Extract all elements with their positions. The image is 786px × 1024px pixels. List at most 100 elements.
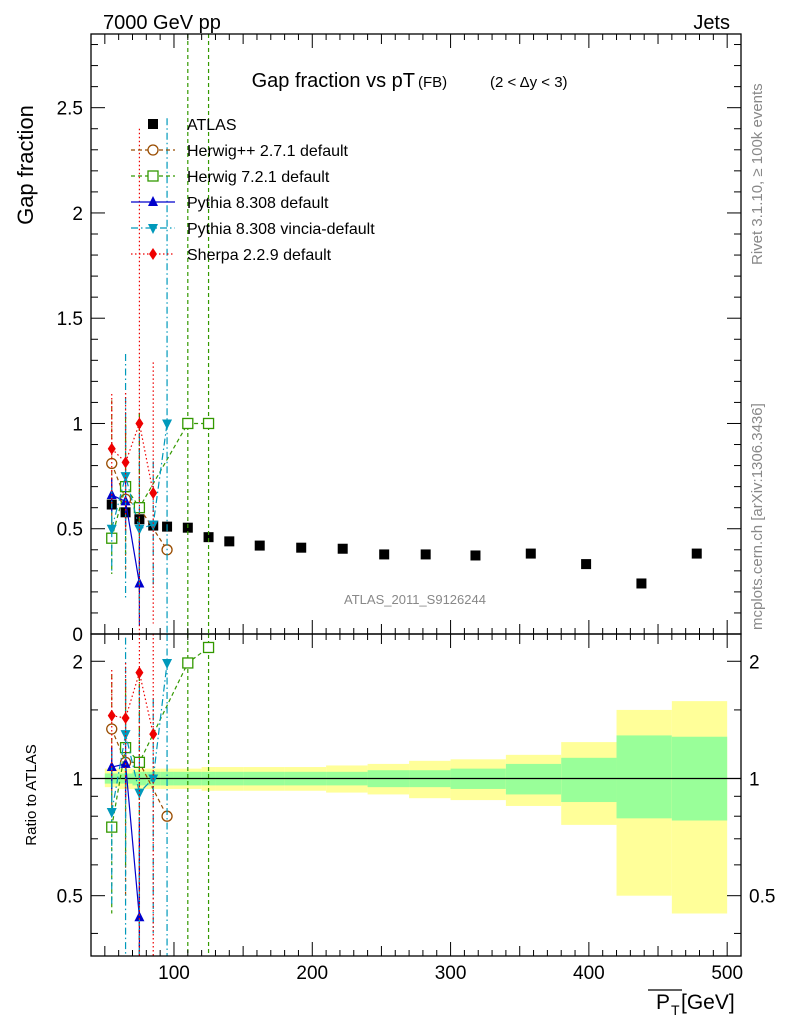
chart-title-main: Gap fraction vs pT [252,70,415,92]
data-point-main-2 [202,417,215,430]
legend-marker [147,170,159,182]
series-ratio-1 [106,634,215,956]
data-point-ratio-1 [202,641,215,654]
data-point-main-5 [149,486,158,499]
data-point-main-4 [106,524,117,535]
data-point-ratio-0 [106,723,118,735]
header-left: 7000 GeV pp [103,12,221,34]
data-point-main-0 [691,548,702,559]
main-y-tick-label: 1.5 [57,309,83,330]
x-tick-label: 100 [158,963,190,984]
data-point-main-4 [162,419,173,430]
legend-item: Herwig 7.2.1 default [131,169,330,186]
data-point-ratio-3 [106,808,117,819]
chart-title: Gap fraction vs pT (FB) (2 < Δy < 3) [252,70,568,92]
x-tick-label: 400 [573,963,605,984]
legend-item: Herwig++ 2.7.1 default [131,143,349,160]
ratio-y-axis-label: Ratio to ATLAS [23,744,40,845]
legend-label: Sherpa 2.2.9 default [187,247,332,264]
data-point-main-0 [525,548,536,559]
legend-label: Pythia 8.308 vincia-default [187,221,375,238]
ratio-y-tick-label-left: 0.5 [57,887,83,908]
data-point-main-0 [420,549,431,560]
legend-item: Pythia 8.308 vincia-default [131,221,375,238]
stat-uncertainty-band [505,763,562,795]
series-main-5 [107,128,158,634]
data-point-ratio-4 [107,709,116,722]
data-point-ratio-3 [162,658,173,669]
main-y-axis-label: Gap fraction [13,105,38,225]
ratio-panel-data [106,634,215,956]
x-axis-label: P T [GeV] [648,989,735,1018]
data-point-ratio-3 [134,788,145,799]
data-point-ratio-4 [135,666,144,679]
x-axis-label-unit: [GeV] [681,991,735,1014]
legend-item: ATLAS [148,117,237,134]
legend: ATLAS Herwig++ 2.7.1 default Herwig 7.2.1 … [131,117,375,264]
legend-marker [148,196,158,206]
stat-uncertainty-band [561,757,617,803]
series-main-0 [106,499,702,589]
main-y-tick-label: 1 [72,414,83,435]
ratio-panel-background [91,701,741,914]
main-y-tick-label: 0.5 [57,520,83,541]
stat-uncertainty-band [616,735,672,819]
main-y-tick-label: 2 [72,204,83,225]
main-y-tick-label: 0 [72,625,83,646]
data-point-main-0 [470,550,481,561]
data-point-main-0 [581,559,592,570]
ratio-y-tick-label-left: 1 [72,769,83,790]
ratio-y-tick-label-right: 0.5 [749,887,775,908]
data-point-ratio-4 [121,711,130,724]
data-point-ratio-1 [182,657,194,669]
series-ratio-4 [107,634,158,956]
legend-item: Sherpa 2.2.9 default [131,247,332,264]
main-panel-data [106,34,702,634]
chart-title-range: (2 < Δy < 3) [490,74,568,91]
data-point-main-0 [254,540,265,551]
data-point-main-0 [224,536,235,547]
legend-label: Herwig++ 2.7.1 default [187,143,349,160]
data-point-main-0 [337,543,348,554]
series-line-main-5 [111,421,154,494]
legend-marker [148,224,158,234]
data-point-main-0 [296,542,307,553]
legend-label: ATLAS [187,117,237,134]
data-point-main-0 [636,578,647,589]
mcplots-label: mcplots.cern.ch [arXiv:1306.3436] [749,403,766,630]
data-point-main-5 [135,417,144,430]
data-point-ratio-2 [134,911,145,922]
x-tick-label: 300 [435,963,467,984]
legend-marker [148,119,158,129]
legend-marker [147,144,159,156]
data-point-main-5 [121,456,130,469]
rivet-version-label: Rivet 3.1.10, ≥ 100k events [749,83,766,265]
data-point-main-0 [203,532,214,543]
chart-title-sub: (FB) [418,74,447,91]
axes: 0 0.5 1 1.5 2 2.5 100 200 300 400 500 0.5 0.5 1 1 2 2 [57,33,775,984]
legend-item: Pythia 8.308 default [131,195,329,212]
data-point-main-0 [379,549,390,560]
ratio-panel-frame [90,633,742,957]
ratio-y-tick-label-right: 1 [749,769,760,790]
x-tick-label: 200 [296,963,328,984]
data-point-main-4 [148,520,159,531]
data-point-main-5 [107,442,116,455]
data-point-main-2 [182,417,194,430]
x-axis-label-subscript: T [671,1002,680,1018]
data-point-ratio-4 [149,728,158,741]
ratio-y-tick-label-right: 2 [749,652,760,673]
series-line-ratio-4 [111,670,154,735]
ratio-y-tick-label-left: 2 [72,652,83,673]
series-main-4 [106,118,173,634]
header-right: Jets [693,12,730,34]
main-y-tick-label: 2.5 [57,99,83,120]
analysis-id-label: ATLAS_2011_S9126244 [344,592,486,607]
legend-label: Pythia 8.308 default [187,195,329,212]
legend-marker [149,248,157,260]
data-point-ratio-2 [120,757,131,768]
x-axis-label-symbol: P [656,991,670,1014]
x-tick-label: 500 [711,963,743,984]
legend-label: Herwig 7.2.1 default [187,169,330,186]
